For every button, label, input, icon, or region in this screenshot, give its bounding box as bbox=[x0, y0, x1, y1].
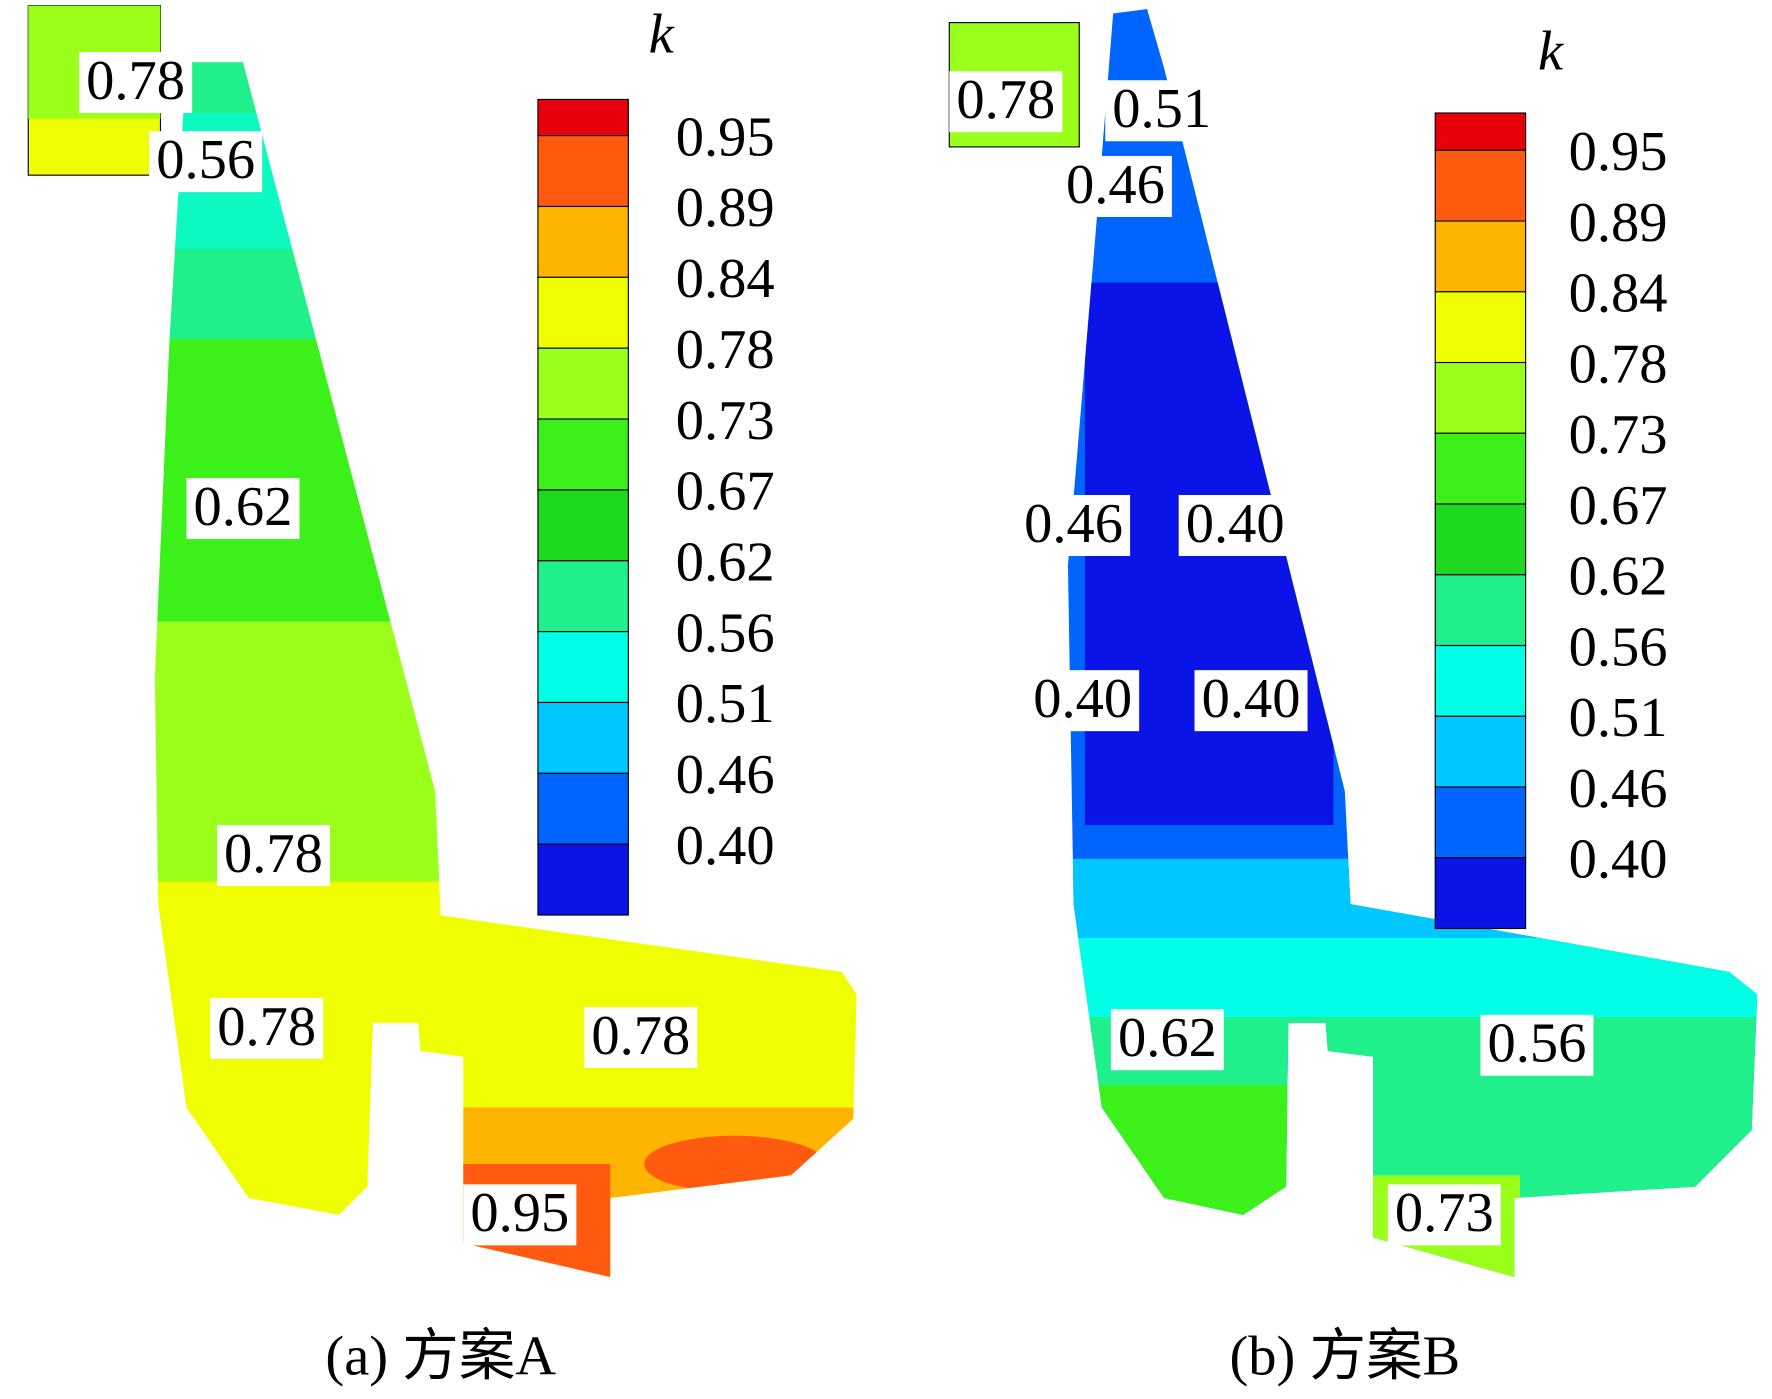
contour-label-box bbox=[1105, 80, 1219, 142]
contour-label: 0.62 bbox=[194, 476, 293, 538]
contour-label: 0.56 bbox=[156, 129, 255, 191]
contour-label-box bbox=[1017, 494, 1131, 557]
colorbar-label: 0.51 bbox=[1569, 687, 1668, 749]
colorbar-label: 0.89 bbox=[1569, 192, 1668, 254]
panel-caption: (a) 方案A bbox=[325, 1326, 556, 1388]
colorbar-band bbox=[537, 489, 629, 562]
contour-label: 0.46 bbox=[1024, 493, 1123, 555]
contour-label-box bbox=[210, 997, 324, 1059]
colorbar-band bbox=[537, 701, 629, 774]
colorbar-band bbox=[537, 276, 629, 349]
contour-label: 0.56 bbox=[1487, 1013, 1586, 1075]
contour-label-box bbox=[1178, 494, 1292, 557]
colorbar-band bbox=[1434, 432, 1527, 505]
colorbar-label: 0.73 bbox=[1569, 404, 1668, 466]
contour-label-box bbox=[1058, 155, 1172, 217]
colorbar-label: 0.62 bbox=[676, 532, 775, 594]
contour-label-box bbox=[1026, 670, 1140, 732]
colorbar-band bbox=[1434, 361, 1527, 434]
contour-label: 0.40 bbox=[1202, 668, 1301, 730]
colorbar-label: 0.67 bbox=[676, 461, 775, 523]
contour-label-box bbox=[584, 1006, 698, 1068]
colorbar-band bbox=[537, 560, 629, 633]
contour-label-box bbox=[149, 131, 263, 193]
contour-label: 0.40 bbox=[1186, 493, 1285, 555]
contour-label: 0.78 bbox=[217, 996, 316, 1058]
colorbar-band bbox=[537, 843, 629, 916]
contour-label: 0.73 bbox=[1395, 1182, 1494, 1244]
contour-label-box bbox=[1480, 1014, 1594, 1076]
contour-label-box bbox=[216, 824, 330, 886]
colorbar-label: 0.78 bbox=[1569, 333, 1668, 395]
contour-label: 0.78 bbox=[956, 69, 1055, 131]
colorbar-band bbox=[1434, 291, 1527, 364]
contour-label: 0.78 bbox=[86, 50, 185, 112]
colorbar-band bbox=[1434, 644, 1527, 717]
contour-label: 0.40 bbox=[1033, 668, 1132, 730]
contour-label: 0.46 bbox=[1066, 154, 1165, 216]
contour-label: 0.62 bbox=[1118, 1007, 1217, 1069]
colorbar-label: 0.40 bbox=[676, 815, 775, 877]
contour-label-box bbox=[1387, 1184, 1501, 1246]
colorbar-band bbox=[537, 205, 629, 278]
colorbar-label: 0.78 bbox=[676, 319, 775, 381]
colorbar-label: 0.84 bbox=[1569, 263, 1668, 325]
contour-field-a bbox=[154, 62, 857, 1278]
colorbar-label: 0.67 bbox=[1569, 475, 1668, 537]
contour-label-box bbox=[1110, 1009, 1224, 1071]
figure-body: 0.95 0.89 0.84 0.78 0.73 0.67 0.62 0.56 0.51 0.46… bbox=[27, 4, 1758, 1388]
colorbar-band bbox=[1434, 149, 1527, 222]
contour-label-box bbox=[463, 1184, 577, 1246]
colorbar-band bbox=[1434, 715, 1527, 788]
colorbar-label: 0.62 bbox=[1569, 546, 1668, 608]
colorbar-label: 0.56 bbox=[676, 602, 775, 664]
colorbar-band bbox=[537, 98, 629, 137]
colorbar-band bbox=[537, 135, 629, 208]
contour-label: 0.95 bbox=[470, 1182, 569, 1244]
colorbar-title: k bbox=[1538, 20, 1564, 82]
colorbar-label: 0.40 bbox=[1569, 828, 1668, 890]
panel-caption: (b) 方案B bbox=[1229, 1326, 1460, 1388]
colorbar-band bbox=[537, 772, 629, 845]
colorbar-band bbox=[537, 631, 629, 704]
colorbar-band bbox=[1434, 220, 1527, 293]
contour-label: 0.78 bbox=[224, 823, 323, 885]
contour-label: 0.78 bbox=[591, 1005, 690, 1067]
contour-label-box bbox=[186, 478, 300, 540]
colorbar-band bbox=[1434, 574, 1527, 647]
colorbar-label: 0.84 bbox=[676, 248, 775, 310]
colorbar-band bbox=[537, 418, 629, 491]
colorbar-band bbox=[1434, 786, 1527, 859]
colorbar-label: 0.56 bbox=[1569, 616, 1668, 678]
colorbar-band bbox=[1434, 503, 1527, 576]
colorbar-band bbox=[537, 347, 629, 420]
colorbar-label: 0.89 bbox=[676, 177, 775, 239]
colorbar-label: 0.73 bbox=[676, 390, 775, 452]
contour-label-box bbox=[1194, 670, 1308, 732]
colorbar-title: k bbox=[649, 4, 675, 66]
colorbar-label: 0.95 bbox=[676, 106, 775, 168]
colorbar-band bbox=[1434, 857, 1527, 930]
contour-label: 0.51 bbox=[1112, 78, 1211, 140]
contour-label-box bbox=[79, 51, 193, 114]
colorbar-label: 0.95 bbox=[1569, 121, 1668, 183]
colorbar-label: 0.51 bbox=[676, 673, 775, 735]
colorbar-band bbox=[1434, 112, 1527, 151]
colorbar-label: 0.46 bbox=[676, 744, 775, 806]
contour-label-box bbox=[949, 71, 1063, 133]
colorbar-label: 0.46 bbox=[1569, 758, 1668, 820]
